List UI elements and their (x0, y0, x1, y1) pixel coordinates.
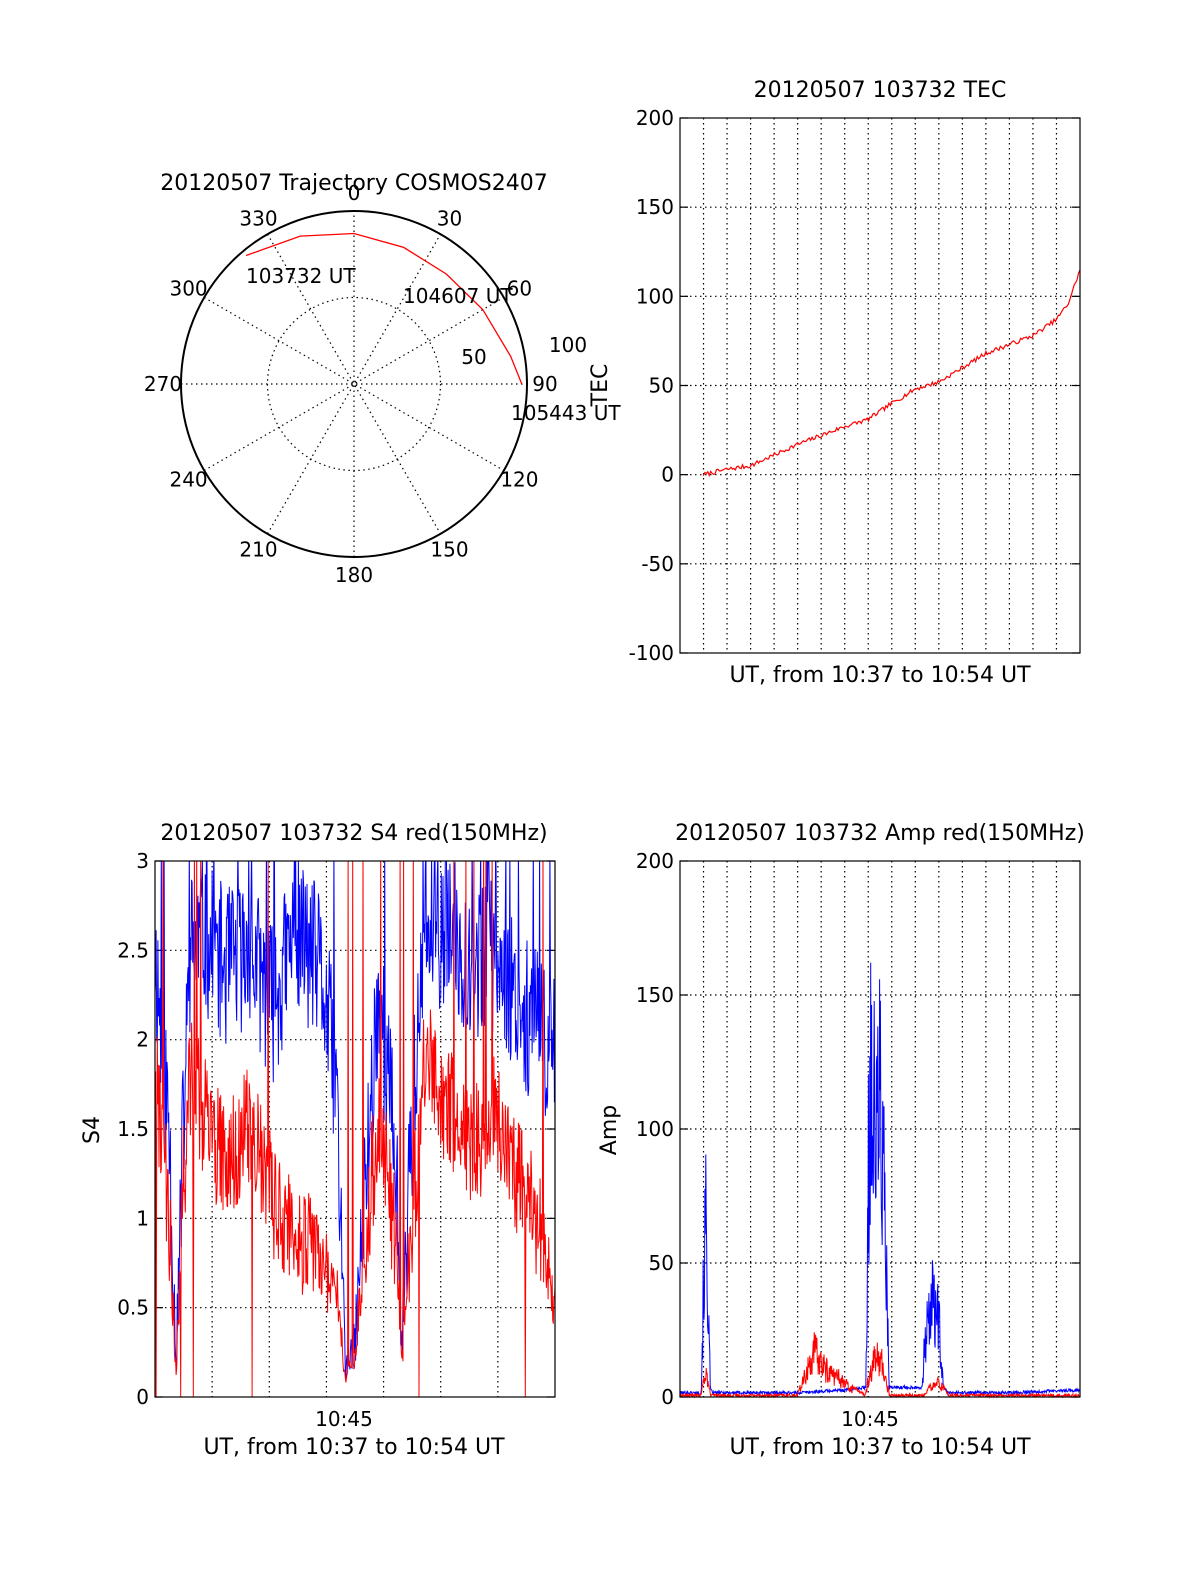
polar-azimuth-label: 150 (430, 537, 468, 561)
polar-azimuth-label: 60 (507, 277, 532, 301)
amp-line-blue (679, 962, 1081, 1397)
amp-x-tick-label: 10:45 (841, 1407, 899, 1431)
polar-spoke (203, 296, 505, 472)
s4-ytick-label: 0 (136, 1385, 149, 1409)
amp-y-axis-label: Amp (597, 1105, 622, 1155)
s4-x-tick-label: 10:45 (315, 1407, 373, 1431)
s4-line-blue (155, 861, 555, 1381)
s4-x-axis-label: UT, from 10:37 to 10:54 UT (203, 1435, 505, 1460)
amp-x-axis-label: UT, from 10:37 to 10:54 UT (729, 1435, 1031, 1460)
polar-azimuth-label: 90 (532, 372, 557, 396)
amp-panel: 20120507 103732 Amp red(150MHz) 0 50 100 15… (597, 821, 1085, 1460)
s4-ytick-label: 1.5 (117, 1117, 149, 1141)
polar-spoke (203, 296, 505, 472)
s4-ytick-label: 1 (136, 1206, 149, 1230)
polar-azimuth-label: 30 (437, 207, 462, 231)
polar-azimuth-label: 240 (169, 468, 207, 492)
tec-line (702, 269, 1081, 478)
s4-ytick-label: 2.5 (117, 938, 149, 962)
tec-ytick-label: 200 (636, 106, 674, 130)
polar-trajectory-series (245, 232, 523, 385)
polar-azimuth-label: 120 (500, 468, 538, 492)
polar-azimuth-label: 180 (335, 563, 373, 587)
tec-ytick-label: 100 (636, 284, 674, 308)
polar-azimuth-label: 330 (239, 207, 277, 231)
s4-series-group (155, 861, 555, 1397)
polar-azimuth-label: 0 (348, 181, 361, 205)
polar-trajectory-panel: 20120507 Trajectory COSMOS2407 0 30 60 90 12… (144, 171, 621, 587)
amp-ytick-label: 150 (636, 983, 674, 1007)
tec-grid (680, 117, 1080, 654)
s4-y-axis-label: S4 (80, 1116, 105, 1144)
s4-ytick-label: 0.5 (117, 1296, 149, 1320)
s4-title: 20120507 103732 S4 red(150MHz) (160, 821, 547, 846)
polar-trajectory-line (245, 232, 523, 385)
amp-title: 20120507 103732 Amp red(150MHz) (675, 821, 1085, 846)
tec-ytick-label: 0 (661, 463, 674, 487)
tec-ytick-label: 50 (649, 374, 674, 398)
s4-panel: 20120507 103732 S4 red(150MHz) 0 0.5 1 1.5 2… (80, 821, 556, 1460)
amp-ytick-label: 50 (649, 1251, 674, 1275)
s4-ytick-label: 2 (136, 1028, 149, 1052)
s4-ytick-label: 3 (136, 849, 149, 873)
amp-y-tick-labels: 0 50 100 150 200 (636, 849, 674, 1409)
polar-grid (180, 210, 528, 558)
polar-azimuth-label: 270 (144, 372, 182, 396)
amp-ytick-label: 100 (636, 1117, 674, 1141)
polar-azimuth-label: 300 (169, 277, 207, 301)
tec-ytick-label: 150 (636, 195, 674, 219)
tec-frame (679, 117, 1081, 654)
tec-ytick-label: -100 (629, 641, 674, 665)
polar-azimuth-label: 210 (239, 537, 277, 561)
s4-y-tick-labels: 0 0.5 1 1.5 2 2.5 3 (117, 849, 149, 1409)
tec-panel: 20120507 103732 TEC -100-50050100150200 … (588, 78, 1081, 688)
polar-radial-label-100: 100 (549, 333, 587, 357)
amp-grid (680, 860, 1080, 1398)
amp-line-red (679, 1332, 1081, 1399)
amp-ytick-label: 200 (636, 849, 674, 873)
s4-frame (154, 860, 556, 1398)
s4-series (155, 861, 555, 1397)
polar-radial-label-50: 50 (461, 345, 486, 369)
tec-series (702, 269, 1081, 478)
tec-title: 20120507 103732 TEC (754, 78, 1007, 103)
polar-inner-ring (266, 296, 442, 472)
polar-title: 20120507 Trajectory COSMOS2407 (160, 171, 547, 196)
tec-y-axis-label: TEC (588, 364, 613, 408)
polar-annotation-end: 105443 UT (511, 401, 621, 425)
polar-azimuth-labels: 0 30 60 90 120 150 180 210 240 270 300 330 (144, 181, 558, 587)
tec-y-tick-labels: -100 -50 0 50 100 150 200 (629, 106, 674, 665)
amp-ytick-label: 0 (661, 1385, 674, 1409)
s4-line-red (155, 861, 555, 1397)
polar-annotation-mid: 104607 UT (403, 284, 513, 308)
tec-ytick-label: -50 (641, 552, 674, 576)
amp-frame (679, 860, 1081, 1398)
amp-series (679, 962, 1081, 1399)
polar-outer-ring (180, 210, 528, 558)
tec-x-axis-label: UT, from 10:37 to 10:54 UT (729, 663, 1031, 688)
polar-annotation-start: 103732 UT (246, 264, 356, 288)
